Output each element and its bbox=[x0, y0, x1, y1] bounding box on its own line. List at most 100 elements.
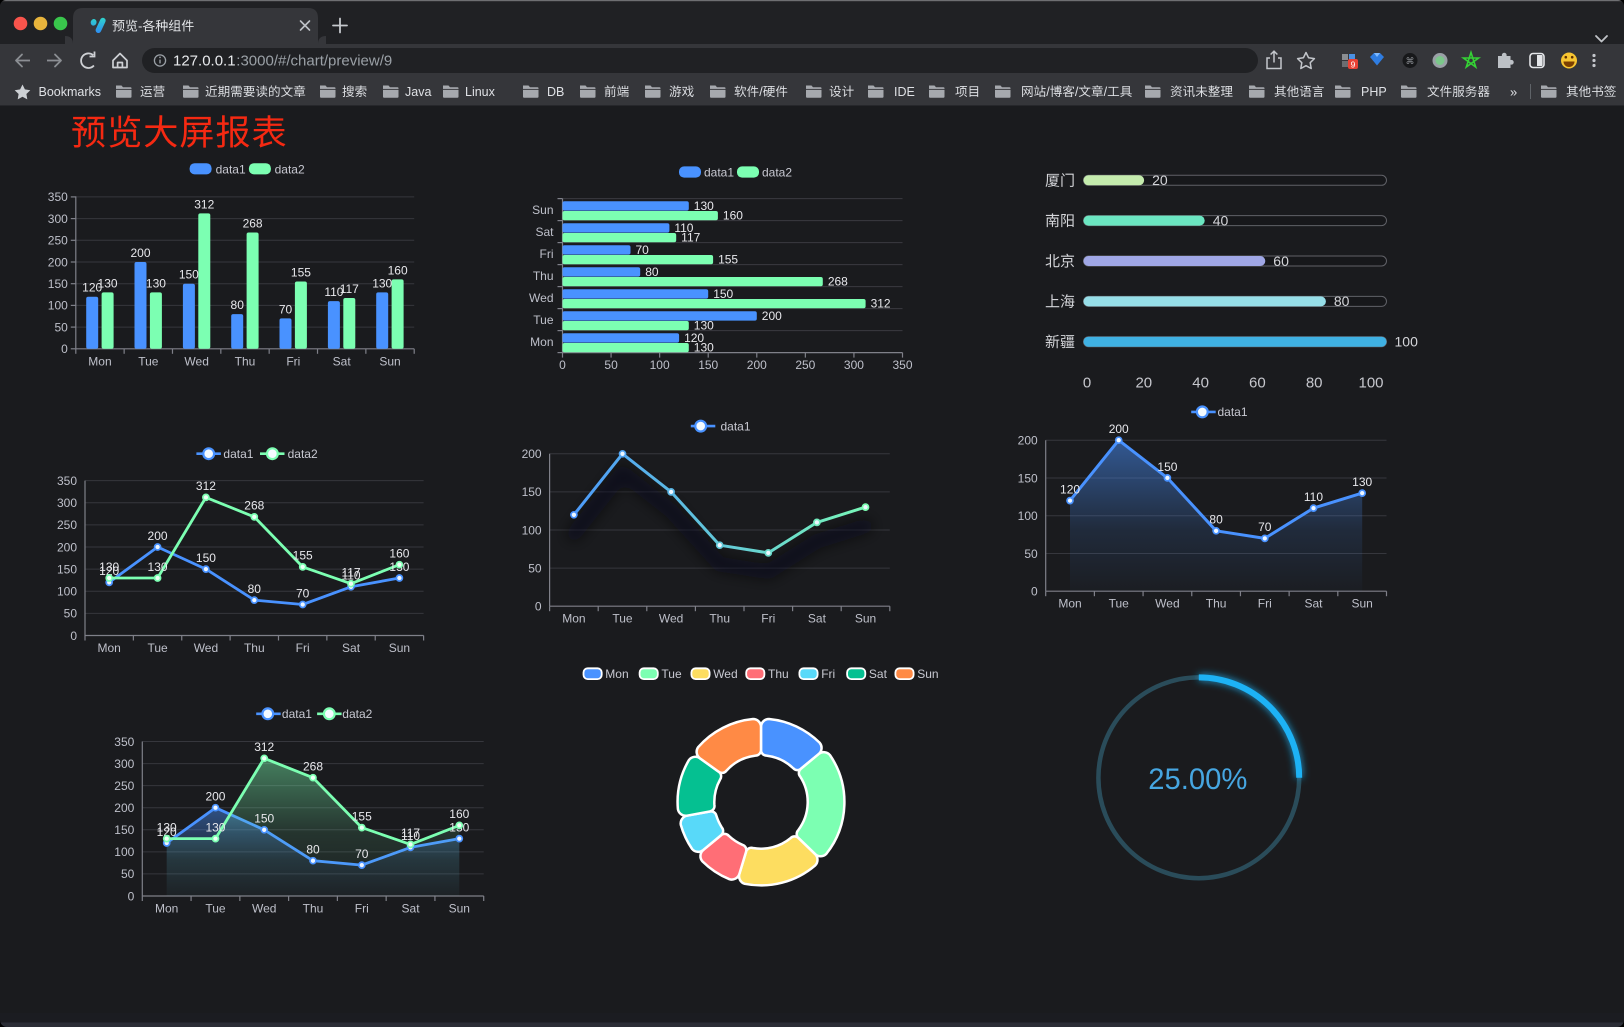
svg-text:70: 70 bbox=[1258, 520, 1272, 534]
svg-text:Java: Java bbox=[405, 85, 431, 99]
svg-text:200: 200 bbox=[114, 801, 134, 815]
svg-text:200: 200 bbox=[130, 246, 150, 260]
svg-text:Mon: Mon bbox=[98, 641, 121, 655]
svg-text:70: 70 bbox=[636, 243, 650, 257]
svg-text:Sat: Sat bbox=[342, 641, 361, 655]
svg-text:130: 130 bbox=[694, 199, 714, 213]
svg-text:100: 100 bbox=[114, 845, 134, 859]
svg-text:/: / bbox=[1104, 85, 1108, 99]
svg-text:Mon: Mon bbox=[605, 667, 628, 681]
svg-text:160: 160 bbox=[389, 546, 409, 560]
svg-text:110: 110 bbox=[324, 285, 343, 299]
svg-text:70: 70 bbox=[279, 302, 293, 316]
svg-text:130: 130 bbox=[205, 820, 225, 834]
svg-text:Wed: Wed bbox=[184, 354, 208, 368]
svg-text:Sun: Sun bbox=[389, 641, 410, 655]
svg-text:Tue: Tue bbox=[205, 902, 226, 916]
svg-text:120: 120 bbox=[1060, 482, 1080, 496]
svg-text:/: / bbox=[759, 85, 763, 99]
svg-text:20: 20 bbox=[1152, 172, 1168, 188]
svg-text:350: 350 bbox=[892, 358, 912, 372]
svg-text:200: 200 bbox=[522, 447, 542, 461]
svg-text:Fri: Fri bbox=[355, 902, 369, 916]
svg-text:Linux: Linux bbox=[465, 85, 496, 99]
svg-text:Sun: Sun bbox=[449, 902, 470, 916]
svg-text:120: 120 bbox=[684, 331, 704, 345]
svg-text:160: 160 bbox=[449, 807, 469, 821]
svg-text:/: / bbox=[1046, 85, 1050, 99]
svg-text:data1: data1 bbox=[721, 419, 751, 433]
svg-text:50: 50 bbox=[604, 358, 618, 372]
svg-text:Wed: Wed bbox=[659, 612, 683, 626]
svg-text:200: 200 bbox=[57, 540, 77, 554]
svg-text:117: 117 bbox=[340, 282, 359, 296]
svg-text:100: 100 bbox=[1358, 375, 1383, 392]
svg-text:150: 150 bbox=[1018, 471, 1038, 485]
svg-text:Sun: Sun bbox=[1351, 597, 1372, 611]
svg-text:130: 130 bbox=[1352, 475, 1372, 489]
svg-text:200: 200 bbox=[1018, 434, 1038, 448]
svg-text:data2: data2 bbox=[275, 163, 305, 177]
svg-text:80: 80 bbox=[1306, 375, 1323, 392]
svg-text:130: 130 bbox=[694, 319, 714, 333]
svg-text:Wed: Wed bbox=[713, 667, 737, 681]
svg-text:Mon: Mon bbox=[562, 612, 585, 626]
svg-text:Tue: Tue bbox=[138, 354, 159, 368]
svg-text:0: 0 bbox=[535, 600, 542, 614]
svg-text:250: 250 bbox=[48, 234, 68, 248]
svg-text:268: 268 bbox=[303, 759, 323, 773]
svg-text:Sun: Sun bbox=[855, 612, 876, 626]
svg-text:200: 200 bbox=[762, 309, 782, 323]
svg-text:data2: data2 bbox=[288, 447, 318, 461]
svg-text:data2: data2 bbox=[342, 707, 372, 721]
svg-text:20: 20 bbox=[1135, 375, 1152, 392]
svg-text:268: 268 bbox=[244, 499, 264, 513]
svg-text:Fri: Fri bbox=[286, 354, 300, 368]
svg-text:100: 100 bbox=[1395, 334, 1419, 350]
svg-text:Sat: Sat bbox=[333, 354, 352, 368]
svg-text:IDE: IDE bbox=[894, 85, 915, 99]
svg-text:155: 155 bbox=[718, 253, 738, 267]
svg-text:40: 40 bbox=[1213, 212, 1229, 228]
svg-text:data1: data1 bbox=[282, 707, 312, 721]
svg-text:70: 70 bbox=[355, 847, 369, 861]
svg-text:120: 120 bbox=[157, 825, 177, 839]
svg-text:120: 120 bbox=[82, 281, 102, 295]
svg-text:Thu: Thu bbox=[1206, 597, 1227, 611]
svg-text:Wed: Wed bbox=[529, 291, 553, 305]
svg-text:Thu: Thu bbox=[709, 612, 730, 626]
svg-text:50: 50 bbox=[1024, 547, 1038, 561]
svg-text:Mon: Mon bbox=[155, 902, 178, 916]
svg-text:312: 312 bbox=[871, 297, 891, 311]
svg-text:312: 312 bbox=[254, 740, 274, 754]
svg-text:127.0.0.1: 127.0.0.1 bbox=[173, 53, 236, 70]
svg-text:300: 300 bbox=[114, 757, 134, 771]
svg-text:150: 150 bbox=[713, 287, 733, 301]
svg-text:155: 155 bbox=[293, 549, 313, 563]
svg-text:150: 150 bbox=[196, 551, 216, 565]
svg-text:200: 200 bbox=[1109, 422, 1129, 436]
svg-text:data2: data2 bbox=[762, 166, 792, 180]
svg-text:Thu: Thu bbox=[244, 641, 265, 655]
svg-text:117: 117 bbox=[401, 826, 420, 840]
svg-text:150: 150 bbox=[698, 358, 718, 372]
svg-text:120: 120 bbox=[99, 564, 119, 578]
svg-text:50: 50 bbox=[54, 320, 68, 334]
svg-text:Tue: Tue bbox=[1109, 597, 1130, 611]
svg-text:Sun: Sun bbox=[532, 203, 553, 217]
svg-text:9: 9 bbox=[1351, 60, 1356, 70]
svg-text:Bookmarks: Bookmarks bbox=[39, 85, 102, 99]
svg-text:160: 160 bbox=[723, 209, 743, 223]
svg-text:130: 130 bbox=[99, 560, 119, 574]
svg-text:100: 100 bbox=[57, 585, 77, 599]
svg-text:155: 155 bbox=[352, 809, 372, 823]
svg-text:0: 0 bbox=[1031, 585, 1038, 599]
svg-text:25.00%: 25.00% bbox=[1148, 764, 1247, 796]
svg-text:70: 70 bbox=[296, 586, 310, 600]
svg-text:130: 130 bbox=[98, 276, 118, 290]
svg-text:Sat: Sat bbox=[402, 902, 421, 916]
svg-text:300: 300 bbox=[57, 496, 77, 510]
svg-text:Wed: Wed bbox=[1155, 597, 1179, 611]
svg-text:130: 130 bbox=[146, 276, 166, 290]
svg-text:312: 312 bbox=[194, 197, 214, 211]
